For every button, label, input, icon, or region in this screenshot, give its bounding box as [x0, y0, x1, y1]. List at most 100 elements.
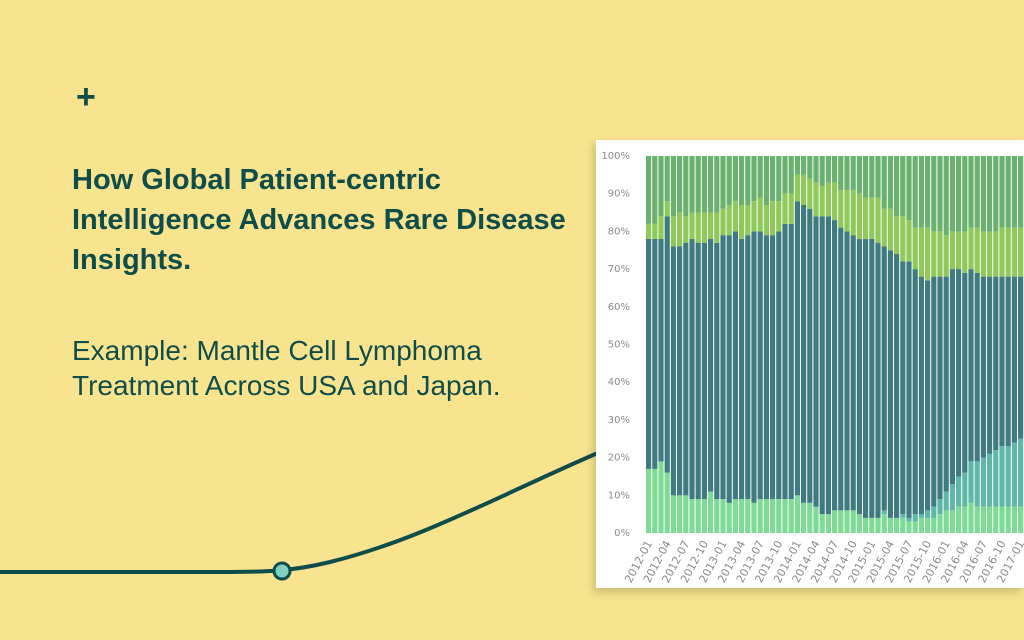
bar-segment [943, 156, 949, 236]
bar-segment [794, 495, 800, 533]
bar-segment [776, 156, 782, 202]
bar-segment [726, 235, 732, 503]
bar-segment [993, 276, 999, 451]
bar-segment [918, 227, 924, 277]
bar-segment [844, 510, 850, 533]
bar-segment [683, 216, 689, 243]
bar-segment [813, 506, 819, 533]
bar-segment [968, 227, 974, 270]
bar-segment [925, 227, 931, 281]
bar-segment [987, 506, 993, 533]
bar-segment [745, 499, 751, 533]
bar-segment [875, 517, 881, 533]
bar-segment [850, 510, 856, 533]
bar-segment [918, 517, 924, 533]
bar-segment [949, 510, 955, 533]
bar-segment [844, 156, 850, 190]
bar-segment [875, 197, 881, 243]
bar-segment [770, 201, 776, 236]
bar-segment [1005, 276, 1011, 447]
bar-segment [819, 216, 825, 515]
bar-segment [906, 261, 912, 518]
bar-segment [825, 156, 831, 183]
bar-segment [949, 231, 955, 270]
bar-segment [949, 269, 955, 484]
bar-segment [894, 216, 900, 255]
bar-segment [732, 499, 738, 533]
bar-segment [751, 156, 757, 202]
bar-segment [887, 208, 893, 251]
bar-segment [714, 242, 720, 500]
bar-segment [912, 269, 918, 515]
y-axis: 0% 10% 20% 30% 40% 50% 60% 70% 80% 90% 100% [601, 151, 630, 539]
bar-segment [850, 156, 856, 190]
bar-segment [646, 156, 652, 224]
bar-segment [801, 174, 807, 206]
bar-segment [844, 189, 850, 232]
bar-segment [770, 235, 776, 500]
bar-segment [807, 208, 813, 503]
bar-segment [677, 246, 683, 496]
bar-segment [956, 476, 962, 507]
bar-segment [881, 510, 887, 515]
chart-card: 0% 10% 20% 30% 40% 50% 60% 70% 80% 90% 100% 2012-0… [596, 140, 1024, 588]
bar-segment [987, 156, 993, 232]
bar-segment [937, 499, 943, 515]
bar-segment [819, 186, 825, 217]
bar-segment [987, 453, 993, 507]
bar-area [646, 156, 1024, 533]
bar-segment [788, 193, 794, 224]
bar-segment [751, 231, 757, 503]
bar-segment [670, 246, 676, 496]
x-axis: 2012-012012-042012-072012-102013-012013-… [622, 538, 1024, 585]
bar-segment [1018, 276, 1024, 439]
bar-segment [993, 506, 999, 533]
bar-segment [999, 227, 1005, 277]
bar-segment [801, 156, 807, 175]
bar-segment [776, 201, 782, 232]
bar-segment [807, 156, 813, 179]
bar-segment [993, 156, 999, 232]
bar-segment [925, 280, 931, 511]
bar-segment [689, 212, 695, 239]
bar-segment [1005, 227, 1011, 277]
bar-segment [869, 517, 875, 533]
bar-segment [937, 231, 943, 277]
bar-segment [658, 156, 664, 217]
bar-segment [658, 461, 664, 533]
bar-segment [974, 461, 980, 507]
bar-segment [708, 212, 714, 239]
bar-segment [683, 156, 689, 217]
bar-segment [850, 189, 856, 236]
bar-segment [782, 499, 788, 533]
bar-segment [794, 156, 800, 175]
bar-segment [943, 491, 949, 511]
bar-segment [825, 216, 831, 515]
bar-segment [962, 231, 968, 273]
bar-segment [757, 197, 763, 232]
bar-segment [943, 276, 949, 492]
bar-segment [683, 242, 689, 496]
bar-segment [856, 238, 862, 515]
bar-segment [974, 156, 980, 228]
bar-segment [931, 156, 937, 232]
bar-segment [757, 156, 763, 198]
bar-segment [788, 156, 794, 194]
bar-segment [894, 254, 900, 518]
bar-segment [739, 499, 745, 533]
bar-segment [701, 156, 707, 213]
bar-segment [900, 156, 906, 217]
y-tick-label: 10% [608, 490, 630, 501]
bar-segment [1018, 438, 1024, 507]
y-tick-label: 50% [608, 340, 630, 351]
bar-segment [881, 246, 887, 511]
bar-segment [962, 156, 968, 232]
bar-segment [943, 235, 949, 277]
bar-segment [832, 182, 838, 221]
bar-segment [664, 216, 670, 473]
bar-segment [695, 212, 701, 243]
bar-segment [894, 156, 900, 217]
bar-segment [788, 499, 794, 533]
bar-segment [832, 220, 838, 511]
